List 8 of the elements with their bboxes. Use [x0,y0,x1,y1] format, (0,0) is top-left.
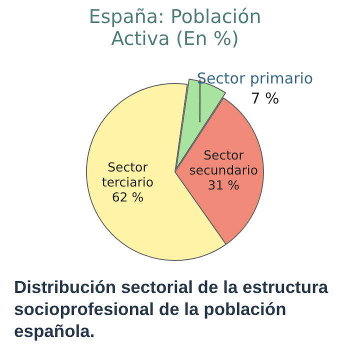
data-label: 62 % [112,190,144,205]
text: Distribución sectorial de la estructura socioprofesional de la población española. [14,276,330,342]
data-label: 31 % [208,177,240,192]
slice-label: Sector secundario [189,147,258,178]
data-label: 7 % [250,89,280,108]
slice-label: Sector primario [196,69,314,88]
slice-label: Sector terciario [102,160,154,190]
chart-title: España: Población Activa (En %) [88,6,262,50]
